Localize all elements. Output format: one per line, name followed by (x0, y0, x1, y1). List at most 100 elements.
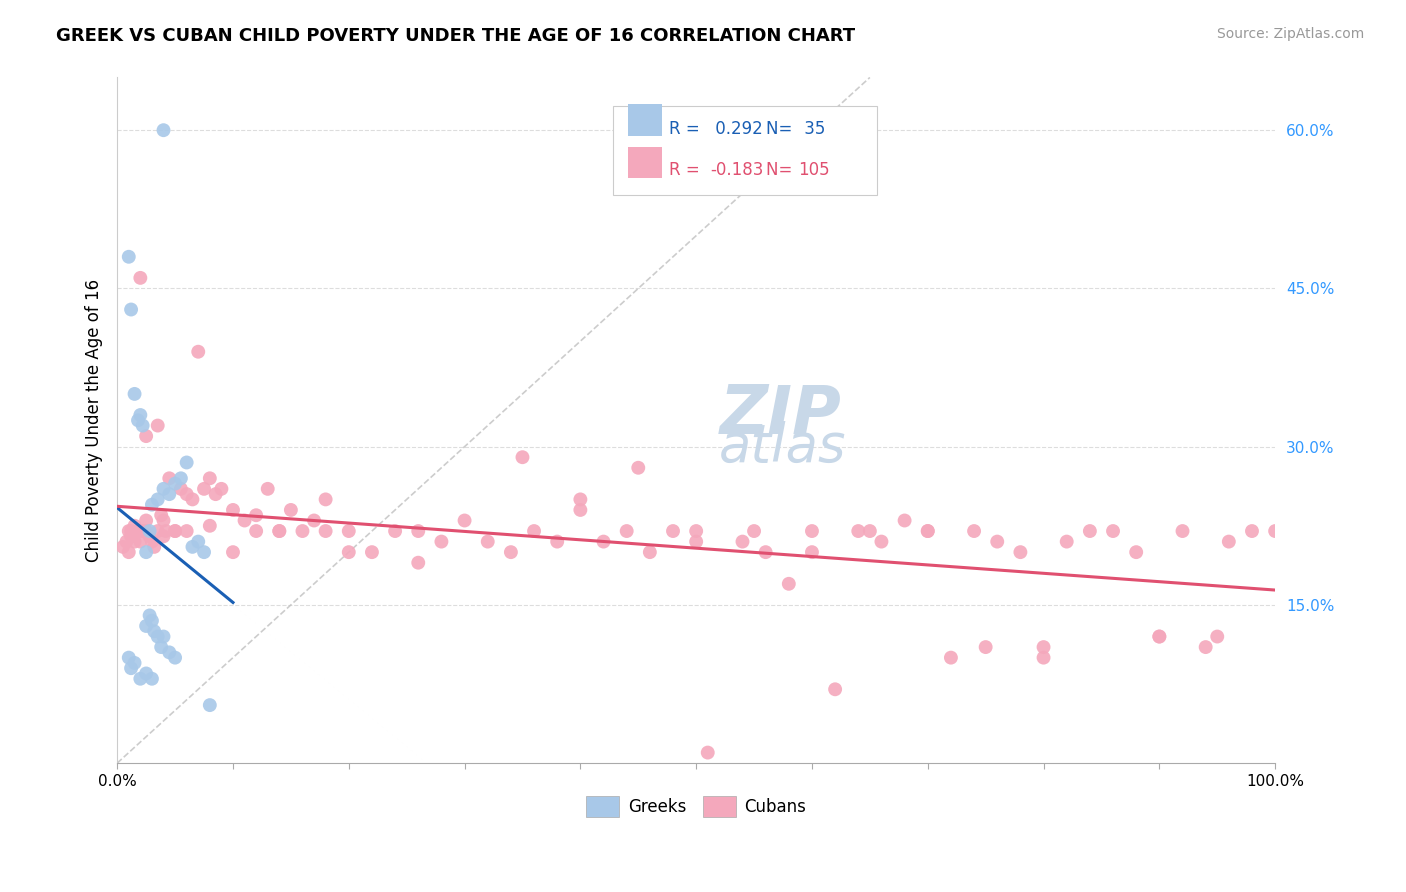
Text: N=: N= (766, 161, 797, 178)
Point (512, 450, 534, 465)
Point (127, 524, 149, 538)
Point (302, 514, 325, 528)
Point (846, 524, 869, 538)
Point (406, 556, 429, 570)
Point (135, 429, 157, 443)
Text: 0.292: 0.292 (710, 120, 763, 137)
Point (406, 524, 429, 538)
Point (859, 524, 882, 538)
Point (742, 524, 765, 538)
Point (800, 545, 823, 559)
Point (135, 524, 157, 538)
Point (129, 271, 152, 285)
Point (152, 482, 174, 496)
Point (165, 524, 187, 538)
Point (124, 387, 146, 401)
Point (129, 408, 152, 422)
Point (198, 698, 221, 712)
Point (592, 534, 614, 549)
Text: 35: 35 (799, 120, 825, 137)
Point (1218, 534, 1240, 549)
Text: ZIP: ZIP (720, 382, 841, 448)
Point (138, 529, 160, 543)
Point (193, 482, 215, 496)
Point (118, 650, 141, 665)
Point (685, 524, 707, 538)
Point (1206, 630, 1229, 644)
Point (800, 524, 823, 538)
Point (165, 476, 187, 491)
Text: R =: R = (669, 161, 706, 178)
Point (152, 514, 174, 528)
Text: -0.183: -0.183 (710, 161, 763, 178)
Point (120, 661, 142, 675)
Point (157, 471, 180, 485)
Point (638, 545, 661, 559)
Point (917, 524, 939, 538)
Point (115, 534, 138, 549)
Point (155, 524, 177, 538)
Point (165, 650, 187, 665)
Point (118, 545, 141, 559)
Point (430, 534, 453, 549)
Text: R =: R = (669, 120, 706, 137)
Point (176, 487, 198, 501)
Point (120, 302, 142, 317)
Point (1149, 630, 1171, 644)
Point (170, 482, 193, 496)
Point (204, 487, 226, 501)
Point (120, 524, 142, 538)
Point (1125, 545, 1147, 559)
Point (157, 487, 180, 501)
Point (1195, 640, 1218, 654)
Point (111, 540, 134, 554)
Point (170, 471, 193, 485)
Point (870, 534, 893, 549)
Point (181, 540, 204, 554)
Point (1149, 630, 1171, 644)
Point (187, 344, 209, 359)
Point (135, 545, 157, 559)
Point (685, 534, 707, 549)
Point (1240, 524, 1263, 538)
Point (198, 471, 221, 485)
Point (1102, 524, 1125, 538)
Legend: Greeks, Cubans: Greeks, Cubans (579, 789, 813, 823)
Point (361, 545, 384, 559)
Point (152, 630, 174, 644)
Point (1010, 545, 1032, 559)
Point (1032, 640, 1054, 654)
Point (1171, 524, 1194, 538)
Point (893, 514, 915, 528)
Point (138, 524, 160, 538)
Point (453, 514, 475, 528)
Point (152, 529, 174, 543)
Point (176, 524, 198, 538)
Point (824, 682, 846, 697)
Point (222, 545, 245, 559)
Point (662, 524, 685, 538)
Point (131, 524, 153, 538)
Point (315, 492, 337, 507)
Point (245, 524, 267, 538)
Point (150, 508, 173, 523)
Text: 105: 105 (799, 161, 830, 178)
Point (384, 524, 406, 538)
Point (337, 524, 360, 538)
Point (1032, 650, 1054, 665)
Y-axis label: Child Poverty Under the Age of 16: Child Poverty Under the Age of 16 (86, 278, 103, 562)
Point (986, 534, 1008, 549)
Point (124, 534, 146, 549)
Point (222, 503, 245, 517)
Point (146, 630, 169, 644)
Point (523, 524, 546, 538)
Point (129, 672, 152, 686)
Point (135, 666, 157, 681)
Point (696, 746, 718, 760)
Point (118, 524, 141, 538)
Point (193, 545, 215, 559)
Point (127, 413, 149, 427)
Point (146, 492, 169, 507)
Point (245, 508, 267, 523)
Point (256, 482, 278, 496)
